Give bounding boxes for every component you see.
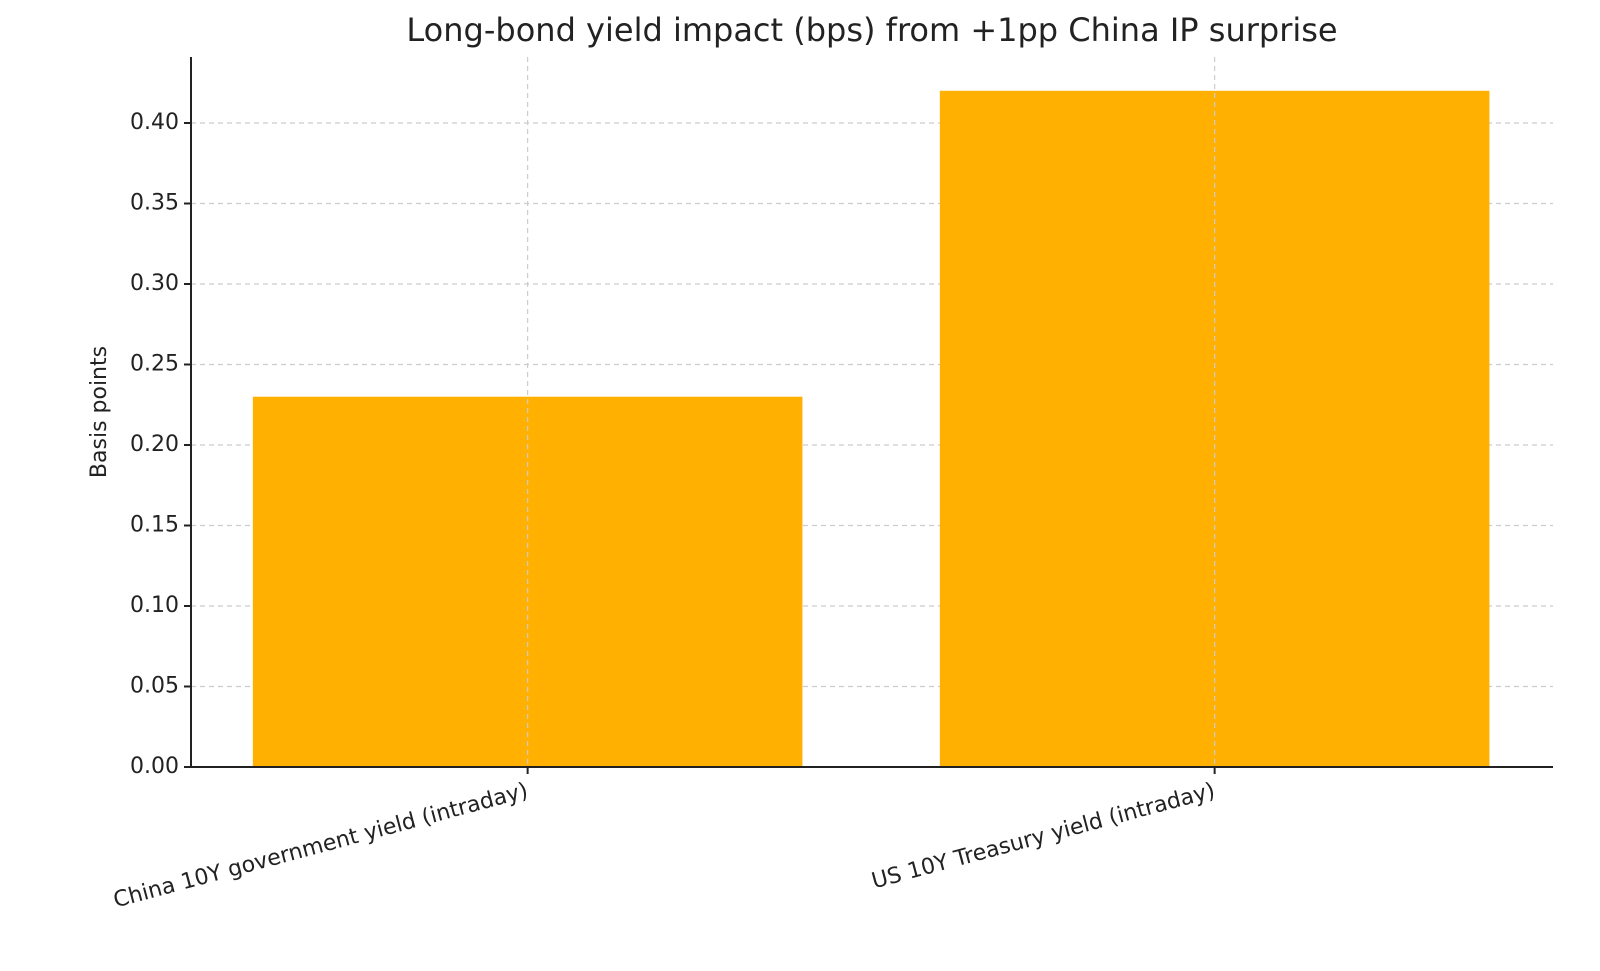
x-tick-label: China 10Y government yield (intraday) (111, 778, 531, 913)
chart-title: Long-bond yield impact (bps) from +1pp C… (406, 11, 1337, 49)
y-tick-label: 0.40 (130, 110, 179, 135)
y-tick-label: 0.20 (130, 432, 179, 457)
y-tick-label: 0.15 (130, 513, 179, 538)
y-tick-label: 0.25 (130, 352, 179, 377)
y-tick-label: 0.00 (130, 754, 179, 779)
y-tick-label: 0.05 (130, 674, 179, 699)
y-tick-label: 0.30 (130, 271, 179, 296)
y-tick-label: 0.10 (130, 593, 179, 618)
y-axis-label: Basis points (87, 346, 112, 478)
x-tick-label: US 10Y Treasury yield (intraday) (869, 778, 1218, 894)
y-tick-label: 0.35 (130, 191, 179, 216)
